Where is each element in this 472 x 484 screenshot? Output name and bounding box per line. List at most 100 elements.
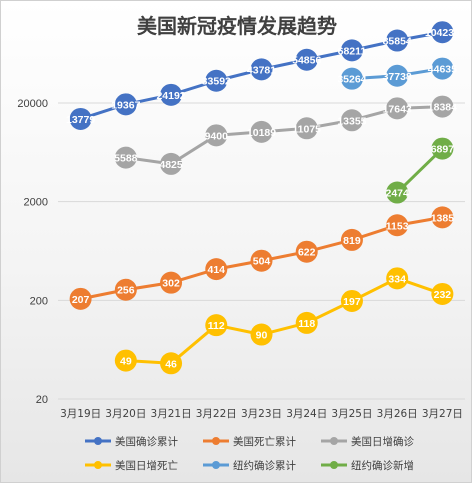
data-point-4-7 — [386, 64, 409, 87]
data-label-1-5: 622 — [298, 247, 316, 259]
legend-item-2: 美国日增确诊 — [321, 435, 414, 448]
x-tick-label-1: 3月20日 — [105, 408, 146, 420]
data-point-3-7 — [386, 267, 409, 290]
data-point-2-5 — [295, 117, 318, 140]
x-axis-ticks: 3月19日 3月20日 3月21日 3月22日 3月23日 3月24日 3月25日 3月26日… — [60, 408, 463, 420]
data-point-2-8 — [431, 95, 454, 118]
data-point-3-3 — [205, 314, 228, 337]
data-label-1-0: 207 — [72, 294, 90, 306]
y-tick-label-1: 200 — [30, 295, 48, 307]
data-point-2-2 — [160, 152, 183, 175]
y-tick-label-0: 20 — [36, 394, 48, 406]
data-point-3-5 — [295, 311, 318, 334]
data-point-0-4 — [250, 58, 273, 81]
data-label-1-1: 256 — [117, 285, 135, 297]
data-label-1-2: 302 — [162, 278, 180, 290]
data-point-0-1 — [114, 93, 137, 116]
data-label-1-3: 414 — [208, 264, 226, 276]
data-label-5-7: 2474 — [385, 188, 409, 200]
data-label-0-4: 43781 — [247, 64, 276, 76]
x-tick-label-3: 3月22日 — [196, 408, 237, 420]
data-point-1-8 — [431, 206, 454, 229]
data-label-0-8: 104238 — [425, 27, 460, 39]
data-label-4-7: 37738 — [383, 71, 412, 83]
data-point-5-7 — [386, 181, 409, 204]
x-tick-label-4: 3月23日 — [241, 408, 282, 420]
legend-item-4: 纽约确诊累计 — [203, 459, 296, 472]
data-point-1-1 — [114, 278, 137, 301]
data-point-2-6 — [340, 109, 363, 132]
data-point-4-6 — [340, 67, 363, 90]
data-label-3-1: 49 — [120, 356, 132, 368]
chart-title: 美国新冠疫情发展趋势 — [137, 14, 337, 38]
legend-label-2: 美国日增确诊 — [351, 435, 414, 448]
data-point-3-4 — [250, 323, 273, 346]
data-label-2-6: 13355 — [337, 115, 366, 127]
data-label-3-7: 334 — [388, 273, 406, 285]
data-label-2-4: 10189 — [247, 127, 276, 139]
legend-item-5: 纽约确诊新增 — [321, 459, 414, 472]
data-label-1-7: 1153 — [386, 220, 409, 232]
data-label-0-0: 13779 — [66, 114, 95, 126]
series-2: 5588 4825 9400 10189 11075 13355 17643 18384 — [114, 95, 457, 175]
data-point-0-3 — [205, 69, 228, 92]
data-label-2-5: 11075 — [292, 123, 321, 135]
y-tick-label-2: 2000 — [24, 197, 48, 209]
data-label-0-5: 54856 — [292, 55, 321, 67]
legend-label-5: 纽约确诊新增 — [351, 459, 414, 472]
y-tick-label-3: 20000 — [17, 98, 48, 110]
data-label-0-2: 24192 — [156, 90, 185, 102]
data-point-0-8 — [431, 21, 454, 44]
legend-item-0: 美国确诊累计 — [85, 435, 178, 448]
data-point-4-8 — [431, 57, 454, 80]
x-tick-label-2: 3月21日 — [151, 408, 192, 420]
series-0: 13779 19367 24192 33592 43781 54856 68211 85854… — [66, 21, 460, 130]
data-label-1-4: 504 — [253, 256, 271, 268]
x-tick-label-7: 3月26日 — [377, 408, 418, 420]
data-point-0-2 — [160, 83, 183, 106]
legend-label-1: 美国死亡累计 — [233, 435, 296, 448]
data-label-2-1: 5588 — [114, 153, 138, 165]
data-label-1-6: 819 — [343, 235, 361, 247]
legend-marker-0 — [94, 437, 102, 445]
x-tick-label-6: 3月25日 — [331, 408, 372, 420]
data-label-3-8: 232 — [434, 289, 452, 301]
data-point-2-1 — [114, 146, 137, 169]
data-point-3-8 — [431, 282, 454, 305]
data-point-1-2 — [160, 271, 183, 294]
data-label-2-2: 4825 — [159, 159, 183, 171]
legend-marker-5 — [330, 461, 338, 469]
legend-marker-3 — [94, 461, 102, 469]
x-tick-label-5: 3月24日 — [286, 408, 327, 420]
data-point-1-7 — [386, 214, 409, 237]
series-4: 35264 37738 44635 — [337, 57, 457, 90]
data-label-0-6: 68211 — [338, 45, 367, 57]
data-point-1-4 — [250, 249, 273, 272]
data-point-0-0 — [69, 107, 92, 130]
data-label-0-3: 33592 — [202, 76, 231, 88]
data-label-0-7: 85854 — [383, 36, 412, 48]
data-point-2-7 — [386, 97, 409, 120]
data-label-3-3: 112 — [208, 320, 225, 332]
series-group: 13779 19367 24192 33592 43781 54856 68211 85854… — [66, 21, 460, 375]
data-point-2-4 — [250, 120, 273, 143]
legend-item-1: 美国死亡累计 — [203, 435, 296, 448]
data-point-3-1 — [114, 349, 137, 372]
data-point-3-2 — [160, 352, 183, 375]
data-label-4-8: 44635 — [428, 64, 457, 76]
data-point-1-3 — [205, 258, 228, 281]
series-3: 49 46 112 90 118 197 334 232 — [114, 267, 454, 375]
legend-label-4: 纽约确诊累计 — [233, 459, 296, 472]
legend-marker-2 — [330, 437, 338, 445]
series-5: 2474 6897 — [385, 137, 454, 204]
legend-marker-4 — [212, 461, 220, 469]
data-point-1-6 — [340, 228, 363, 251]
data-label-4-6: 35264 — [337, 74, 366, 86]
data-label-3-4: 90 — [256, 330, 268, 342]
data-label-1-8: 1385 — [431, 212, 455, 224]
data-label-2-8: 18384 — [428, 102, 457, 114]
data-point-5-8 — [431, 137, 454, 160]
